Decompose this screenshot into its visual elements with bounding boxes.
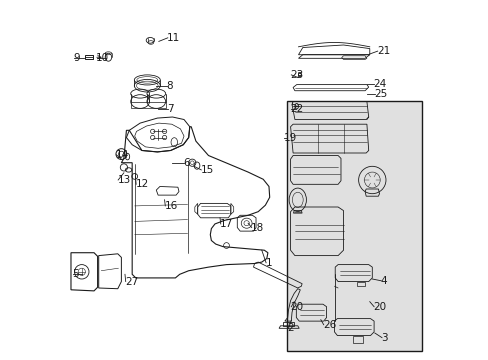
Text: 7: 7 bbox=[167, 104, 173, 114]
Text: 11: 11 bbox=[167, 33, 180, 43]
Text: 1: 1 bbox=[265, 258, 271, 268]
Text: 8: 8 bbox=[166, 81, 173, 91]
Text: 24: 24 bbox=[373, 78, 386, 89]
Text: 27: 27 bbox=[125, 276, 138, 287]
Text: 6: 6 bbox=[183, 158, 189, 168]
Text: 14: 14 bbox=[115, 150, 129, 160]
Text: 22: 22 bbox=[290, 104, 303, 114]
Text: 20: 20 bbox=[290, 302, 303, 312]
Text: 12: 12 bbox=[135, 179, 148, 189]
Text: 16: 16 bbox=[164, 201, 178, 211]
Text: 19: 19 bbox=[283, 132, 296, 143]
Text: 5: 5 bbox=[72, 269, 79, 279]
Text: 17: 17 bbox=[220, 219, 233, 229]
Text: 20: 20 bbox=[373, 302, 386, 312]
Text: 26: 26 bbox=[322, 320, 336, 330]
Text: 23: 23 bbox=[290, 70, 303, 80]
Text: 3: 3 bbox=[381, 333, 387, 343]
Text: 18: 18 bbox=[250, 222, 264, 233]
Text: 2: 2 bbox=[287, 323, 294, 333]
Polygon shape bbox=[286, 101, 421, 351]
Text: 10: 10 bbox=[96, 53, 109, 63]
Text: 9: 9 bbox=[73, 53, 80, 63]
Text: 15: 15 bbox=[200, 165, 213, 175]
Text: 13: 13 bbox=[117, 175, 130, 185]
Text: 21: 21 bbox=[376, 46, 389, 56]
Text: 4: 4 bbox=[380, 276, 386, 286]
Text: 25: 25 bbox=[373, 89, 386, 99]
